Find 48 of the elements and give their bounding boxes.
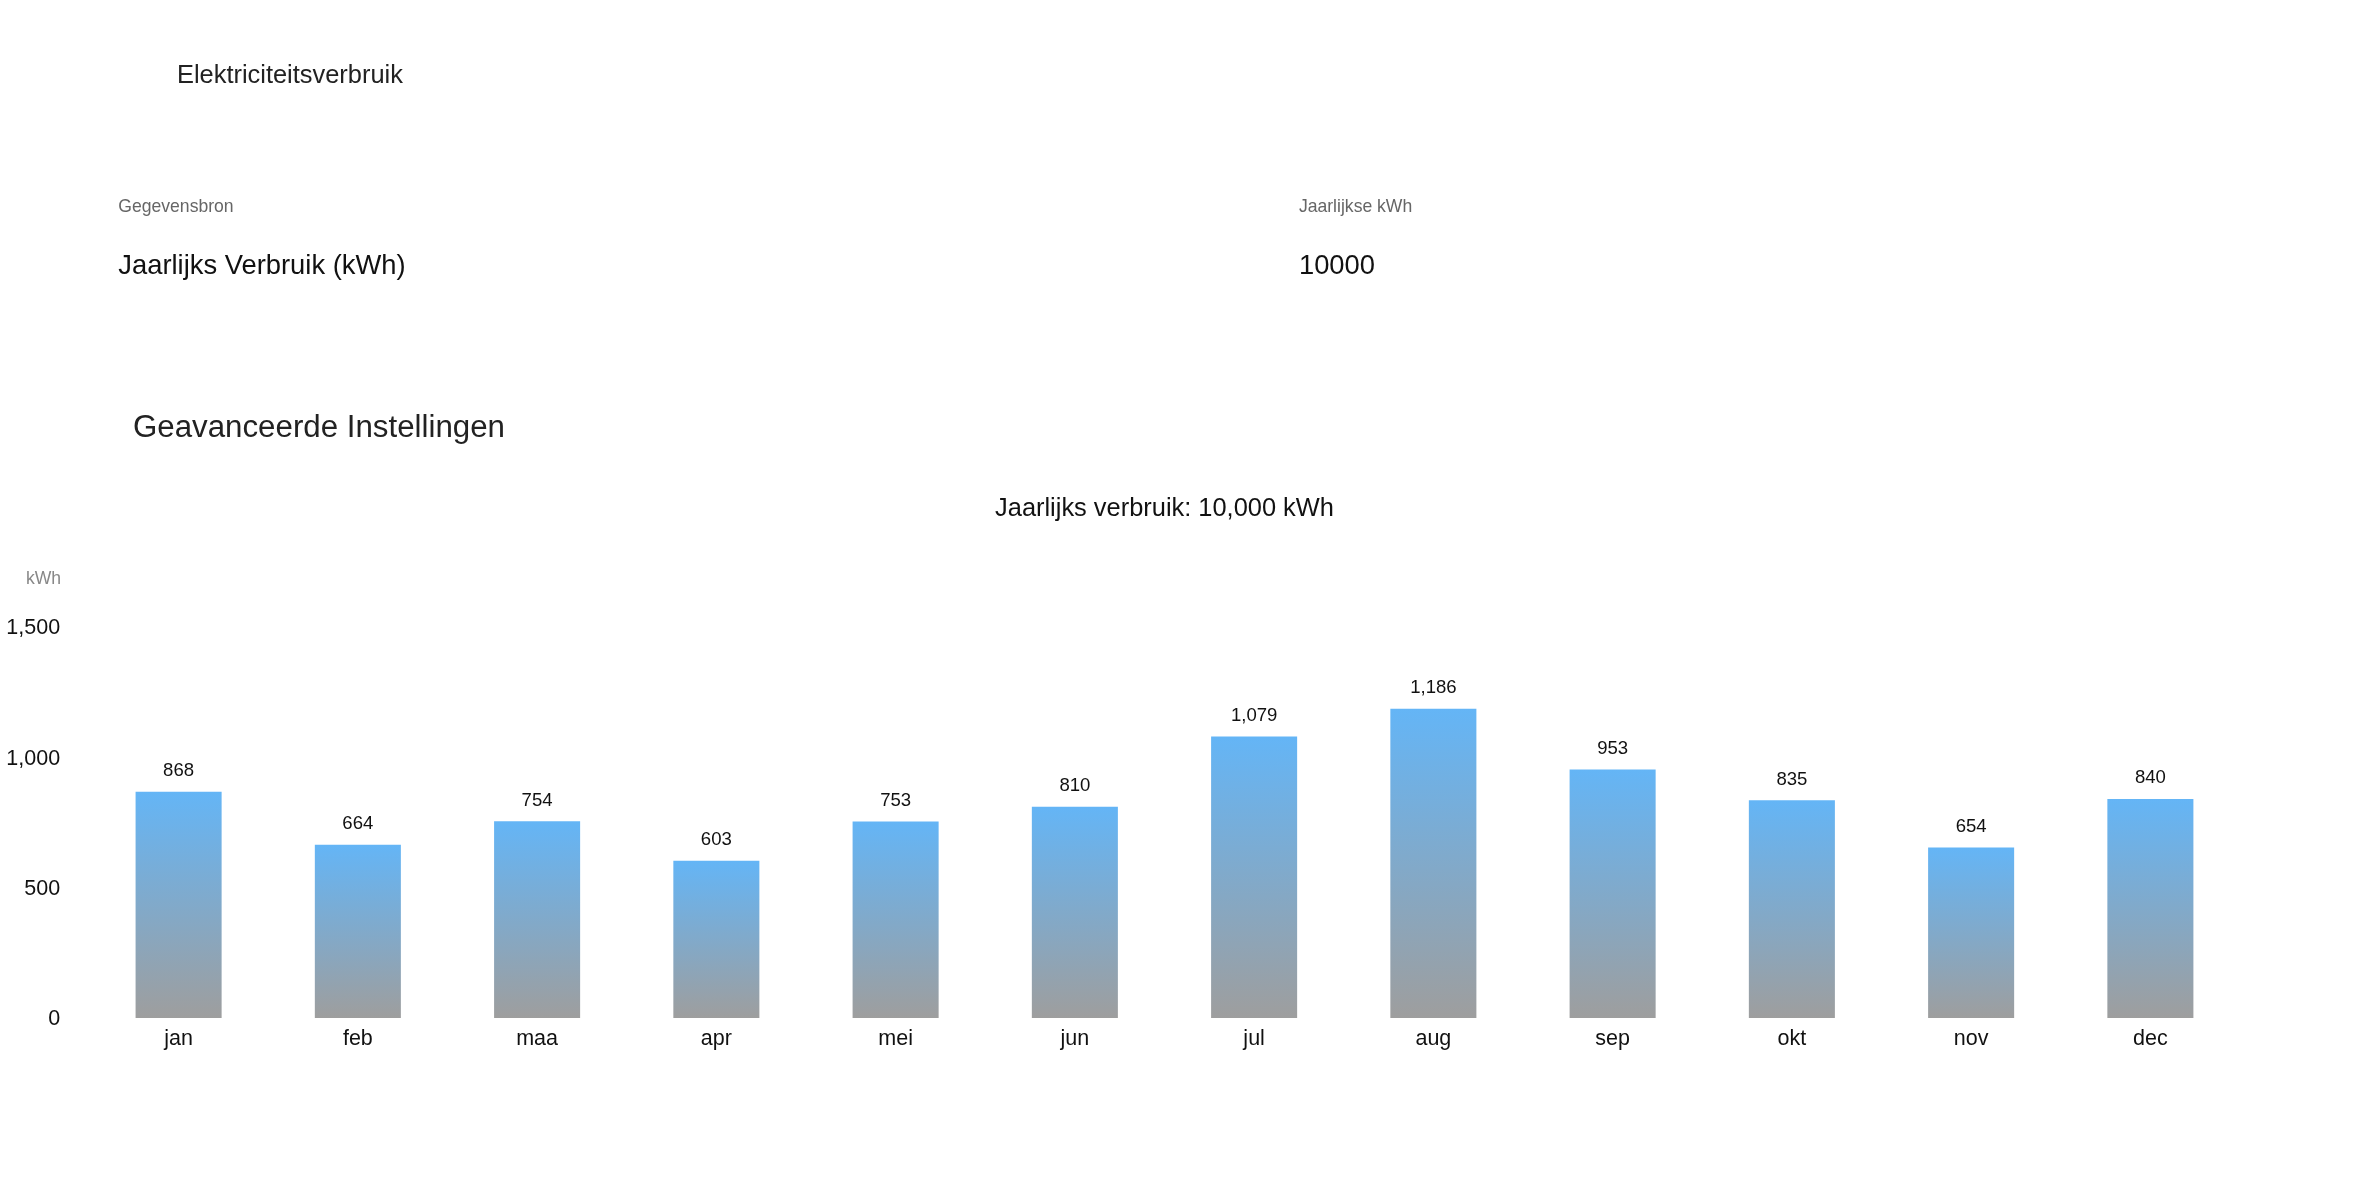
x-tick-label: jan [163, 1025, 193, 1050]
bar [1928, 847, 2015, 1018]
data-label: 1,079 [1230, 703, 1278, 725]
bar [1390, 708, 1477, 1018]
y-tick-label: 1,500 [6, 615, 61, 640]
bar [2107, 798, 2194, 1018]
chart-title: Jaarlijks verbruik: 10,000 kWh [995, 493, 1334, 522]
x-tick-label: mei [878, 1025, 913, 1050]
bar [1031, 806, 1118, 1018]
data-label: 753 [880, 788, 912, 810]
data-label: 835 [1776, 767, 1808, 789]
x-tick-label: okt [1777, 1025, 1807, 1050]
data-label: 603 [700, 828, 732, 850]
bar [1569, 769, 1656, 1018]
x-tick-label: feb [342, 1025, 373, 1050]
bar [494, 821, 581, 1018]
x-tick-label: apr [700, 1025, 732, 1050]
text: Gegevensbron [118, 196, 234, 217]
x-tick-label: dec [2133, 1025, 2168, 1050]
y-axis-title: kWh [25, 568, 62, 589]
y-tick-label: 500 [24, 875, 61, 900]
bar [1748, 800, 1835, 1018]
bar [852, 821, 939, 1018]
data-label: 868 [163, 758, 195, 780]
x-tick-label: jun [1059, 1025, 1090, 1050]
y-tick-label: 0 [48, 1006, 61, 1031]
data-label: 1,186 [1410, 676, 1457, 698]
data-label: 840 [2134, 766, 2166, 788]
x-tick-label: sep [1595, 1025, 1630, 1050]
data-label: 953 [1597, 736, 1629, 758]
bar [1211, 736, 1298, 1018]
text: Jaarlijkse kWh [1298, 196, 1413, 217]
bar [673, 860, 760, 1018]
x-tick-label: jul [1242, 1025, 1265, 1050]
x-tick-label: nov [1953, 1025, 1989, 1050]
data-label: 654 [1955, 814, 1987, 836]
bar [314, 844, 401, 1018]
text: Elektriciteitsverbruik [176, 60, 404, 89]
data-label: 754 [521, 788, 553, 810]
x-tick-label: aug [1415, 1025, 1452, 1050]
bar [135, 791, 222, 1018]
text: Jaarlijks Verbruik (kWh) [118, 248, 406, 280]
data-label: 664 [342, 812, 374, 834]
text: Geavanceerde Instellingen [132, 409, 505, 445]
x-tick-label: maa [516, 1025, 559, 1050]
y-tick-label: 1,000 [6, 745, 61, 770]
text: 10000 [1298, 248, 1376, 280]
data-label: 810 [1059, 774, 1091, 796]
